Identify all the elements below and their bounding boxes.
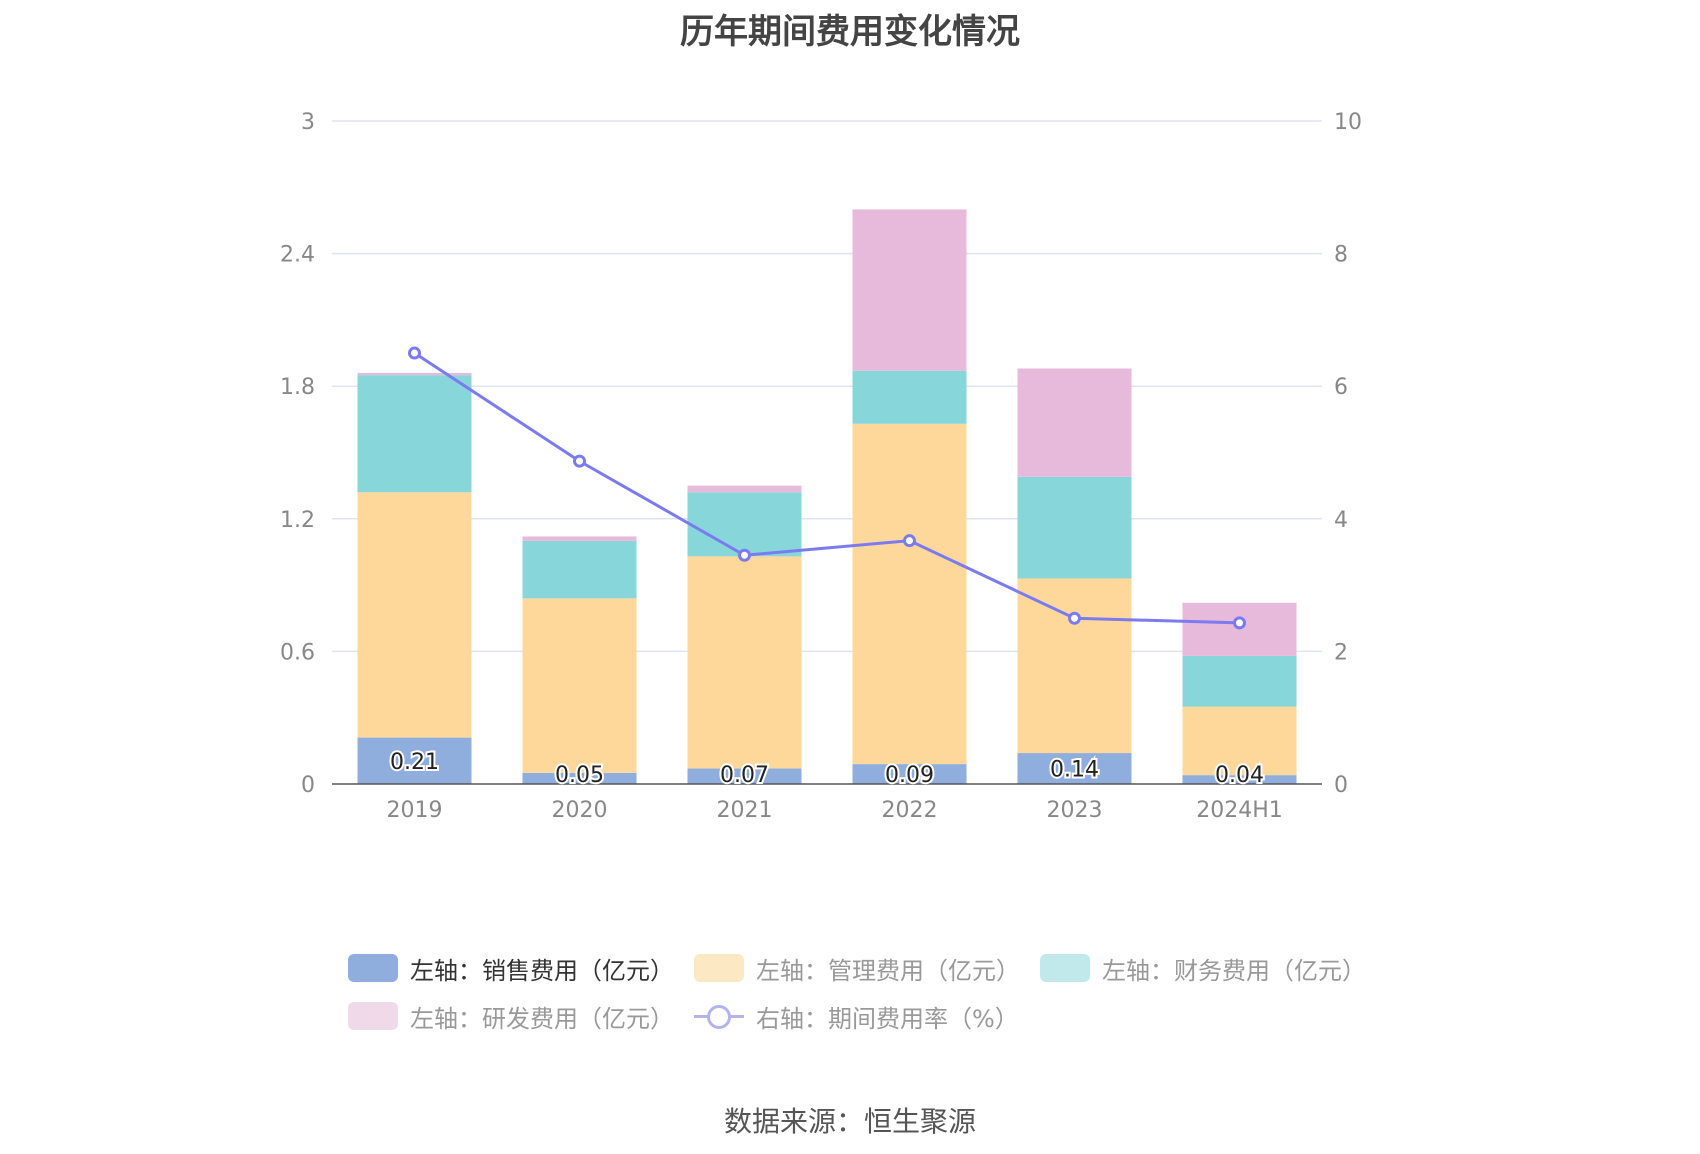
right-axis-tick-label: 10: [1334, 110, 1362, 135]
rate-line: [413, 351, 1240, 625]
bar-rd: [357, 372, 472, 376]
rate-point: [573, 454, 586, 468]
legend-swatch: [348, 1002, 398, 1030]
data-label-sales: 0.05: [555, 763, 604, 788]
data-label-sales: 0.04: [1215, 763, 1264, 788]
x-axis-tick-label: 2021: [717, 798, 773, 823]
rate-point: [408, 346, 421, 360]
bar-finance: [687, 492, 802, 557]
rate-point: [1233, 616, 1246, 630]
right-axis-tick-label: 4: [1334, 508, 1348, 533]
x-axis-tick-label: 2023: [1047, 798, 1103, 823]
x-axis-tick-label: 2020: [552, 798, 608, 823]
bar-sales: [852, 764, 967, 784]
left-axis-tick-label: 2.4: [280, 243, 315, 268]
bar-admin: [357, 492, 472, 738]
legend-swatch: [348, 954, 398, 982]
bar-rd: [522, 536, 637, 541]
bar-rd: [1017, 368, 1132, 477]
legend-item[interactable]: 左轴：研发费用（亿元）: [348, 998, 674, 1034]
bar-admin: [1017, 578, 1132, 754]
left-axis-tick-label: 3: [301, 110, 315, 135]
left-axis-tick-label: 1.2: [280, 508, 315, 533]
bar-admin: [852, 423, 967, 765]
x-axis-tick-label: 2019: [387, 798, 443, 823]
left-axis-tick-label: 0.6: [280, 640, 315, 665]
bar-admin: [687, 556, 802, 769]
bar-finance: [852, 370, 967, 424]
data-label-sales: 0.09: [885, 763, 934, 788]
right-axis-tick-label: 8: [1334, 243, 1348, 268]
rate-point: [903, 534, 916, 548]
bar-sales: [357, 737, 472, 784]
bar-rd: [687, 485, 802, 493]
left-axis-tick-label: 0: [301, 773, 315, 798]
legend-item[interactable]: 左轴：销售费用（亿元）: [348, 950, 674, 986]
bar-sales: [522, 772, 637, 784]
bar-sales: [1182, 775, 1297, 784]
legend-label: 左轴：研发费用（亿元）: [410, 1004, 674, 1033]
bar-admin: [1182, 706, 1297, 776]
legend-label: 左轴：销售费用（亿元）: [410, 956, 674, 985]
x-axis-tick-label: 2024H1: [1196, 798, 1283, 823]
legend-swatch: [694, 954, 744, 982]
right-axis-tick-label: 2: [1334, 640, 1348, 665]
bar-finance: [522, 540, 637, 599]
x-axis-tick-label: 2022: [882, 798, 938, 823]
data-source: 数据来源：恒生聚源: [723, 1105, 976, 1138]
legend-swatch: [1040, 954, 1090, 982]
data-label-sales: 0.07: [720, 763, 769, 788]
data-label-sales: 0.14: [1050, 758, 1099, 783]
legend-item[interactable]: 右轴：期间费用率（%）: [694, 998, 1019, 1034]
legend-label: 右轴：期间费用率（%）: [756, 1004, 1019, 1033]
bar-finance: [357, 375, 472, 493]
legend-label: 左轴：财务费用（亿元）: [1102, 956, 1366, 985]
left-axis-tick-label: 1.8: [280, 375, 315, 400]
bar-finance: [1182, 655, 1297, 707]
bar-admin: [522, 598, 637, 773]
legend-label: 左轴：管理费用（亿元）: [756, 956, 1020, 985]
bar-finance: [1017, 476, 1132, 579]
bar-rd: [852, 209, 967, 371]
bar-sales: [1017, 753, 1132, 784]
bar-sales: [687, 768, 802, 784]
legend-item[interactable]: 左轴：管理费用（亿元）: [694, 950, 1020, 986]
rate-point: [1068, 611, 1081, 625]
legend-swatch: [694, 1002, 744, 1030]
legend-item[interactable]: 左轴：财务费用（亿元）: [1040, 950, 1366, 986]
rate-point: [738, 548, 751, 562]
data-label-sales: 0.21: [390, 750, 439, 775]
right-axis-tick-label: 0: [1334, 773, 1348, 798]
right-axis-tick-label: 6: [1334, 375, 1348, 400]
chart-title: 历年期间费用变化情况: [680, 12, 1020, 52]
